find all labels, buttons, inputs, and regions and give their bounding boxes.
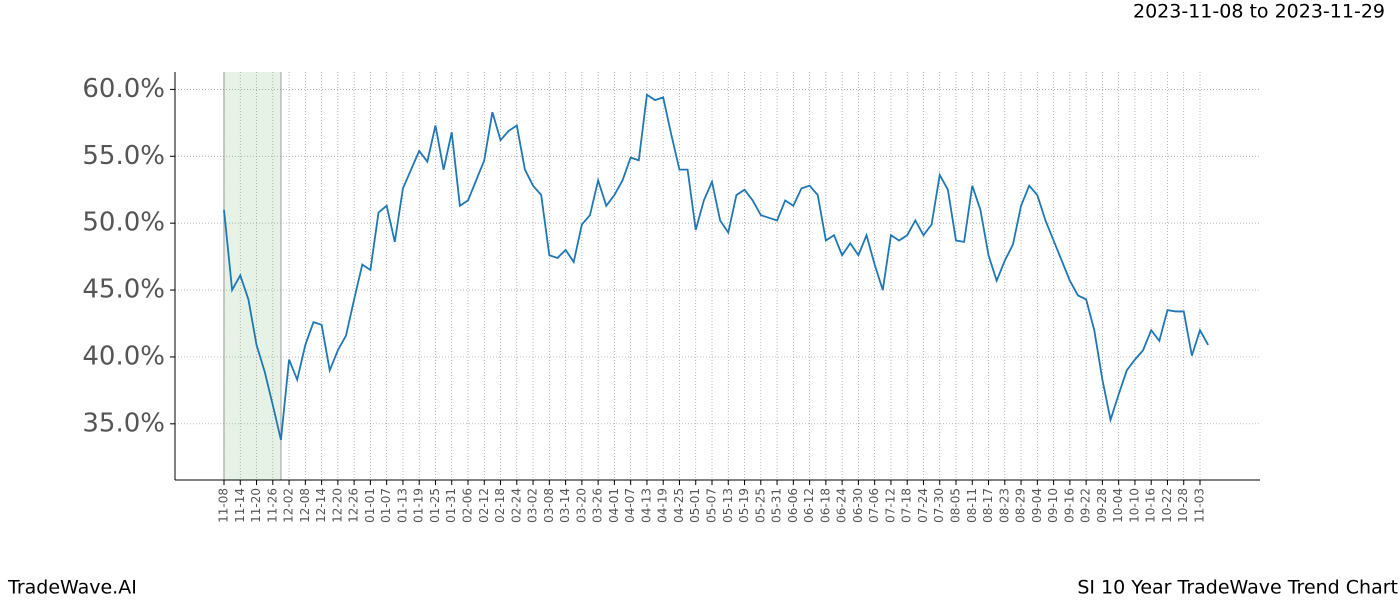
x-tick-label: 06-06 — [786, 488, 800, 523]
x-tick-label: 11-08 — [217, 488, 231, 523]
trend-line — [223, 93, 1209, 441]
y-tick-label: 40.0% — [82, 341, 165, 371]
x-tick-label: 05-13 — [721, 488, 735, 523]
x-tick-label: 11-26 — [265, 488, 279, 523]
x-tick-label: 05-19 — [737, 488, 751, 523]
x-tick-label: 10-22 — [1160, 488, 1174, 523]
x-tick-label: 01-13 — [395, 488, 409, 523]
x-tick-label: 06-12 — [802, 488, 816, 523]
brand: TradeWave.AI — [7, 577, 137, 599]
x-tick-label: 03-08 — [542, 488, 556, 523]
x-tick-label: 04-07 — [623, 488, 637, 523]
x-tick-label: 03-26 — [591, 488, 605, 523]
x-tick-label: 02-06 — [461, 488, 475, 523]
x-tick-label: 12-02 — [282, 488, 296, 523]
y-tick-label: 45.0% — [82, 275, 165, 305]
x-tick-label: 08-29 — [1014, 488, 1028, 523]
x-tick-label: 03-20 — [574, 488, 588, 523]
y-tick-label: 35.0% — [82, 408, 165, 438]
x-tick-label: 10-10 — [1127, 488, 1141, 523]
x-tick-label: 05-31 — [770, 488, 784, 523]
x-tick-label: 09-10 — [1046, 488, 1060, 523]
y-tick-label: 60.0% — [82, 74, 165, 104]
x-tick-label: 11-20 — [249, 488, 263, 523]
x-tick-label: 01-07 — [379, 488, 393, 523]
x-tick-label: 09-28 — [1095, 488, 1109, 523]
highlight-range — [224, 72, 281, 480]
x-tick-label: 07-12 — [883, 488, 897, 523]
x-tick-label: 07-24 — [916, 488, 930, 523]
x-tick-label: 06-18 — [818, 488, 832, 523]
x-tick-label: 02-12 — [477, 488, 491, 523]
y-tick-label: 50.0% — [82, 208, 165, 238]
x-tick-label: 12-26 — [347, 488, 361, 523]
x-tick-label: 02-24 — [509, 488, 523, 523]
x-tick-label: 11-14 — [233, 488, 247, 523]
x-tick-label: 09-16 — [1062, 488, 1076, 523]
x-tick-label: 06-30 — [851, 488, 865, 523]
x-tick-label: 12-20 — [330, 488, 344, 523]
x-tick-label: 10-04 — [1111, 488, 1125, 523]
x-tick-label: 08-23 — [997, 488, 1011, 523]
x-tick-label: 05-07 — [705, 488, 719, 523]
x-tick-label: 10-28 — [1176, 488, 1190, 523]
x-tick-label: 06-24 — [835, 488, 849, 523]
chart-name: SI 10 Year TradeWave Trend Chart — [1077, 577, 1398, 599]
x-tick-label: 04-01 — [607, 488, 621, 523]
x-tick-label: 05-25 — [753, 488, 767, 523]
x-tick-label: 02-18 — [493, 488, 507, 523]
x-tick-label: 10-16 — [1144, 488, 1158, 523]
x-tick-label: 07-06 — [867, 488, 881, 523]
x-tick-label: 07-18 — [900, 488, 914, 523]
date-range: 2023-11-08 to 2023-11-29 — [1133, 1, 1385, 23]
y-tick-label: 55.0% — [82, 141, 165, 171]
x-tick-label: 08-11 — [965, 488, 979, 523]
x-tick-label: 01-31 — [444, 488, 458, 523]
x-tick-label: 12-14 — [314, 488, 328, 523]
x-tick-label: 07-30 — [932, 488, 946, 523]
x-tick-label: 04-19 — [656, 488, 670, 523]
x-tick-label: 05-01 — [688, 488, 702, 523]
x-tick-label: 09-04 — [1030, 488, 1044, 523]
x-tick-label: 11-03 — [1193, 488, 1207, 523]
x-tick-label: 01-01 — [363, 488, 377, 523]
x-tick-label: 04-25 — [672, 488, 686, 523]
x-tick-label: 03-02 — [526, 488, 540, 523]
x-tick-label: 09-22 — [1079, 488, 1093, 523]
x-tick-label: 01-25 — [428, 488, 442, 523]
x-tick-label: 03-14 — [558, 488, 572, 523]
x-tick-label: 08-05 — [949, 488, 963, 523]
x-tick-label: 04-13 — [639, 488, 653, 523]
x-tick-label: 08-17 — [981, 488, 995, 523]
x-tick-label: 01-19 — [412, 488, 426, 523]
x-tick-label: 12-08 — [298, 488, 312, 523]
